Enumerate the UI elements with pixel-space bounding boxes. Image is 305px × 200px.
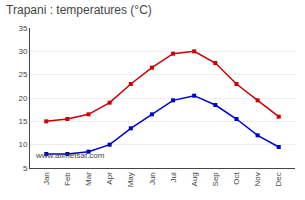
svg-text:May: May xyxy=(126,172,135,187)
svg-text:5: 5 xyxy=(23,164,28,173)
svg-text:Jul: Jul xyxy=(169,172,178,182)
svg-text:www.allmetsat.com: www.allmetsat.com xyxy=(35,151,105,160)
svg-text:Nov: Nov xyxy=(253,172,262,186)
svg-text:Sep: Sep xyxy=(211,172,220,187)
svg-text:20: 20 xyxy=(18,94,27,103)
svg-text:Aug: Aug xyxy=(190,172,199,186)
svg-text:35: 35 xyxy=(18,24,27,33)
svg-text:Apr: Apr xyxy=(105,172,114,185)
svg-text:Mar: Mar xyxy=(84,172,93,186)
svg-text:10: 10 xyxy=(18,140,27,149)
svg-text:Trapani : temperatures (°C): Trapani : temperatures (°C) xyxy=(6,3,152,17)
svg-text:Jun: Jun xyxy=(148,172,157,185)
svg-text:Feb: Feb xyxy=(63,172,72,186)
svg-text:25: 25 xyxy=(18,70,27,79)
svg-text:Dec: Dec xyxy=(274,172,283,186)
svg-text:Oct: Oct xyxy=(232,171,241,184)
svg-text:15: 15 xyxy=(18,117,27,126)
svg-text:Jan: Jan xyxy=(42,172,51,185)
svg-text:30: 30 xyxy=(18,47,27,56)
